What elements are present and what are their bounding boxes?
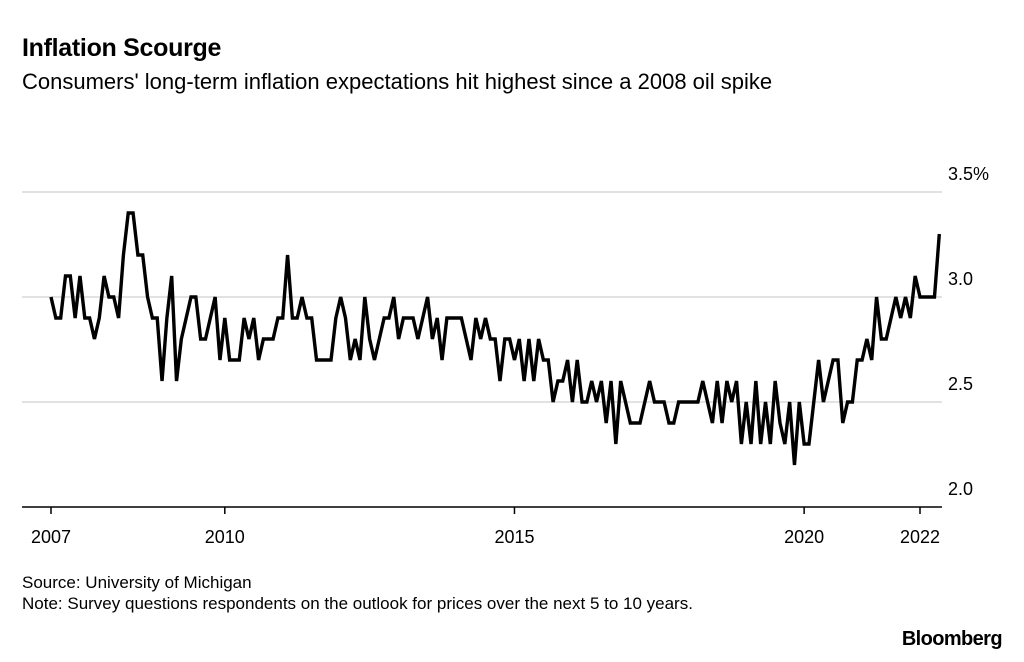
x-tick-label: 2015 [494, 527, 534, 547]
chart-footer: Source: University of Michigan Note: Sur… [22, 572, 862, 614]
survey-note: Note: Survey questions respondents on th… [22, 594, 693, 613]
chart-subtitle: Consumers' long-term inflation expectati… [22, 69, 773, 94]
y-tick-label: 3.0 [948, 269, 973, 289]
x-tick-label: 2007 [31, 527, 71, 547]
y-axis-tick-labels: 3.5% 3.0 2.5 2.0 [948, 164, 989, 499]
y-tick-label: 2.0 [948, 479, 973, 499]
series-line-inflation-expectations [49, 211, 942, 466]
x-axis-ticks: 2007 2010 2015 2020 2022 [31, 507, 940, 547]
x-tick-label: 2022 [900, 527, 940, 547]
y-tick-label: 3.5% [948, 164, 989, 184]
y-tick-label: 2.5 [948, 374, 973, 394]
bloomberg-logo: Bloomberg [901, 628, 1003, 650]
x-tick-label: 2020 [784, 527, 824, 547]
x-tick-label: 2010 [205, 527, 245, 547]
chart-title: Inflation Scourge [22, 34, 222, 62]
source-note: Source: University of Michigan [22, 573, 252, 592]
